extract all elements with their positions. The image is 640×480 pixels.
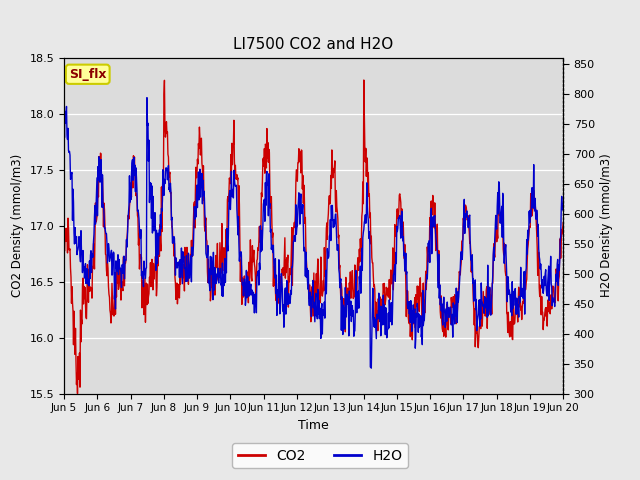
Text: SI_flx: SI_flx (69, 68, 106, 81)
Legend: CO2, H2O: CO2, H2O (232, 443, 408, 468)
Title: LI7500 CO2 and H2O: LI7500 CO2 and H2O (234, 37, 394, 52)
X-axis label: Time: Time (298, 419, 329, 432)
Y-axis label: H2O Density (mmol/m3): H2O Density (mmol/m3) (600, 154, 613, 298)
Y-axis label: CO2 Density (mmol/m3): CO2 Density (mmol/m3) (11, 154, 24, 297)
